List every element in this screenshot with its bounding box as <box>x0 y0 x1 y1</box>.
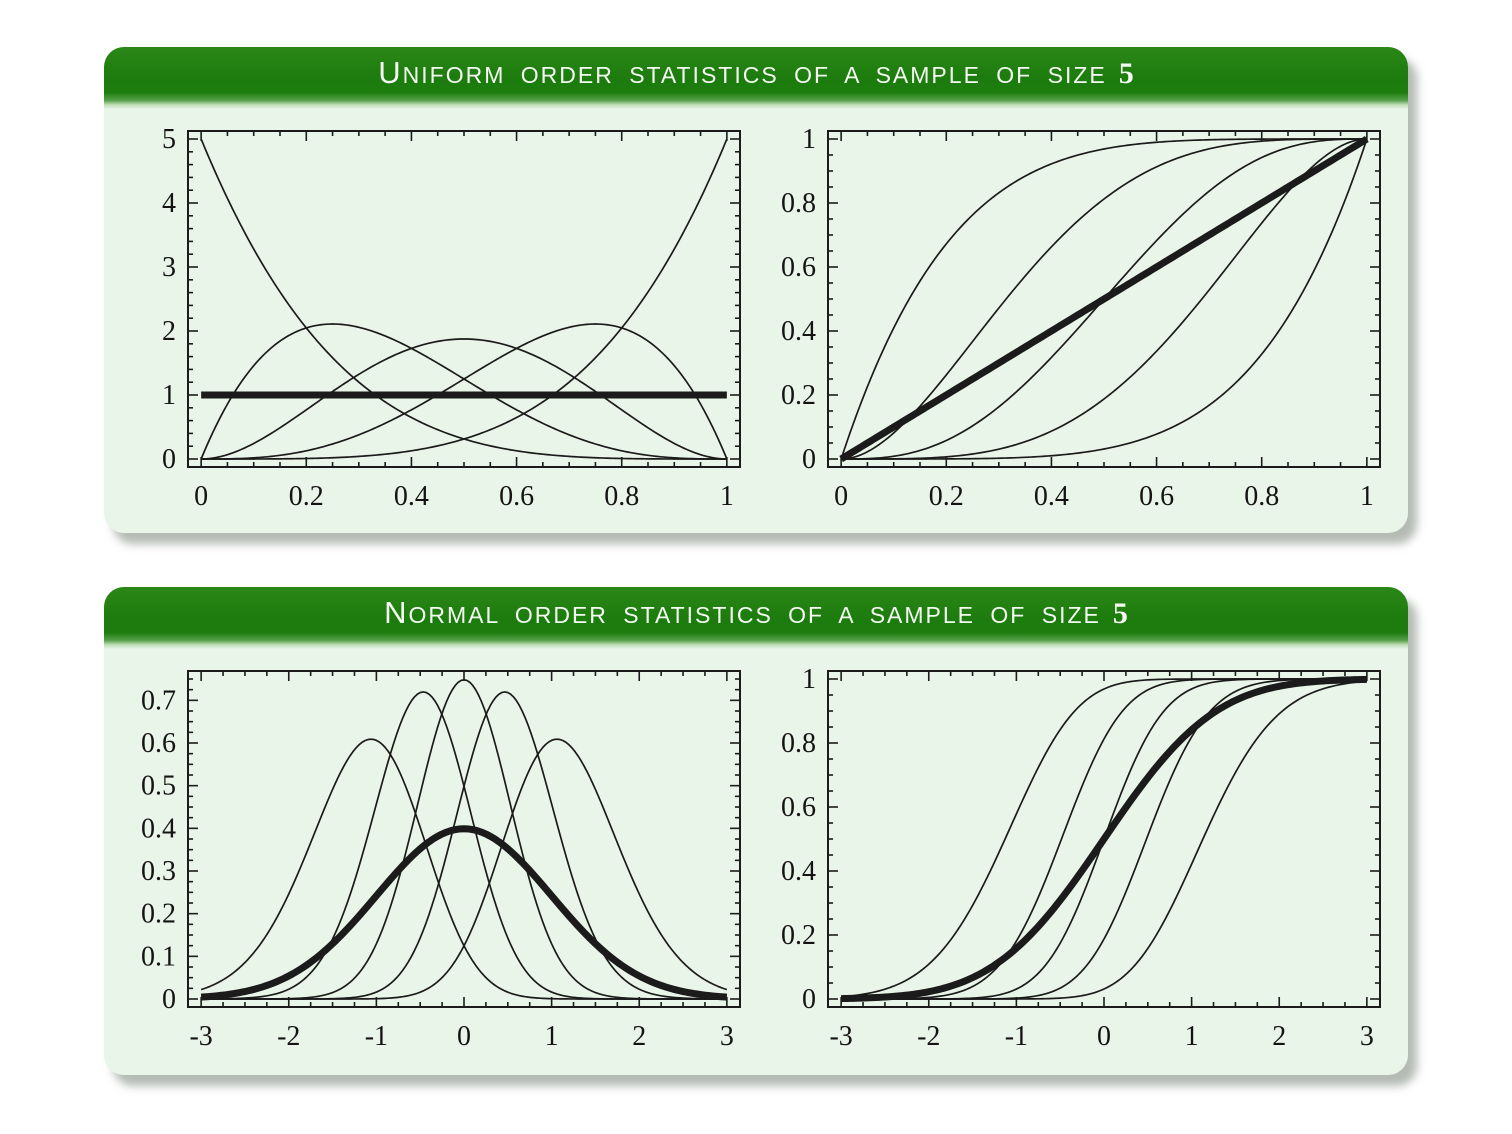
svg-text:0.7: 0.7 <box>141 685 176 716</box>
svg-text:0.2: 0.2 <box>141 899 176 930</box>
uniform-panel-header: UNIFORM ORDER STATISTICS OF A SAMPLE OF … <box>104 47 1408 109</box>
title-sample-size: 5 <box>1118 56 1134 90</box>
svg-text:2: 2 <box>632 1021 646 1052</box>
svg-text:0.4: 0.4 <box>781 316 816 347</box>
svg-text:5: 5 <box>162 124 176 155</box>
title-lead-letter: N <box>384 594 409 630</box>
title-sample-size: 5 <box>1112 596 1128 630</box>
normal-panel: NORMAL ORDER STATISTICS OF A SAMPLE OF S… <box>104 587 1408 1075</box>
svg-text:1: 1 <box>1360 481 1374 512</box>
svg-text:0.2: 0.2 <box>781 380 816 411</box>
svg-text:-2: -2 <box>917 1021 940 1052</box>
normal-panel-body: -3 -2 -1 0 1 2 3 0 0.1 0.2 0.3 0.4 0.5 0.6 0.7 -3 -2 -1 0… <box>104 649 1408 1059</box>
title-body-text: NIFORM ORDER STATISTICS OF A SAMPLE OF S… <box>402 61 1107 88</box>
svg-text:0: 0 <box>834 481 848 512</box>
svg-text:0.8: 0.8 <box>781 188 816 219</box>
svg-text:-3: -3 <box>829 1021 852 1052</box>
svg-text:0.3: 0.3 <box>141 856 176 887</box>
svg-text:0: 0 <box>1097 1021 1111 1052</box>
title-body-text: ORMAL ORDER STATISTICS OF A SAMPLE OF SI… <box>408 601 1101 628</box>
svg-text:0: 0 <box>162 444 176 475</box>
svg-text:3: 3 <box>720 1021 734 1052</box>
normal-panel-title: NORMAL ORDER STATISTICS OF A SAMPLE OF S… <box>384 594 1128 643</box>
uniform-panel: UNIFORM ORDER STATISTICS OF A SAMPLE OF … <box>104 47 1408 533</box>
normal-cdf-chart: -3 -2 -1 0 1 2 3 0 0.2 0.4 0.6 0.8 1 <box>781 664 1381 1052</box>
svg-text:3: 3 <box>1360 1021 1374 1052</box>
svg-text:-1: -1 <box>1005 1021 1028 1052</box>
svg-text:-2: -2 <box>277 1021 300 1052</box>
svg-text:-1: -1 <box>365 1021 388 1052</box>
uniform-cdf-chart: 0 0.2 0.4 0.6 0.8 1 0 0.2 0.4 0.6 0.8 1 <box>781 124 1381 512</box>
svg-text:0.5: 0.5 <box>141 771 176 802</box>
svg-text:0: 0 <box>194 481 208 512</box>
svg-text:0.4: 0.4 <box>781 856 816 887</box>
uniform-panel-title: UNIFORM ORDER STATISTICS OF A SAMPLE OF … <box>378 54 1134 103</box>
svg-text:0.6: 0.6 <box>499 481 534 512</box>
normal-panel-header: NORMAL ORDER STATISTICS OF A SAMPLE OF S… <box>104 587 1408 649</box>
svg-text:0.4: 0.4 <box>141 813 176 844</box>
svg-text:0.8: 0.8 <box>604 481 639 512</box>
svg-text:4: 4 <box>162 188 176 219</box>
uniform-pdf-chart: 0 0.2 0.4 0.6 0.8 1 0 1 2 3 4 5 <box>162 124 741 512</box>
svg-text:0.8: 0.8 <box>781 728 816 759</box>
svg-text:-3: -3 <box>189 1021 212 1052</box>
svg-text:0.6: 0.6 <box>1139 481 1174 512</box>
svg-text:3: 3 <box>162 252 176 283</box>
svg-text:0.8: 0.8 <box>1244 481 1279 512</box>
svg-text:1: 1 <box>802 664 816 695</box>
svg-text:1: 1 <box>162 380 176 411</box>
svg-text:0.2: 0.2 <box>289 481 324 512</box>
svg-text:1: 1 <box>720 481 734 512</box>
normal-pdf-chart: -3 -2 -1 0 1 2 3 0 0.1 0.2 0.3 0.4 0.5 0.6 0.7 <box>141 670 741 1052</box>
svg-text:0.6: 0.6 <box>141 728 176 759</box>
svg-text:0: 0 <box>457 1021 471 1052</box>
svg-text:2: 2 <box>1272 1021 1286 1052</box>
svg-text:0.1: 0.1 <box>141 941 176 972</box>
svg-text:0.2: 0.2 <box>781 920 816 951</box>
svg-text:1: 1 <box>545 1021 559 1052</box>
svg-text:0.2: 0.2 <box>929 481 964 512</box>
svg-text:0.4: 0.4 <box>394 481 429 512</box>
svg-text:0: 0 <box>162 984 176 1015</box>
svg-text:0.6: 0.6 <box>781 792 816 823</box>
svg-text:0: 0 <box>802 444 816 475</box>
svg-text:2: 2 <box>162 316 176 347</box>
svg-text:0.6: 0.6 <box>781 252 816 283</box>
svg-text:0: 0 <box>802 984 816 1015</box>
svg-text:1: 1 <box>802 124 816 155</box>
uniform-panel-body: 0 0.2 0.4 0.6 0.8 1 0 1 2 3 4 5 0 0.2 0.4 0.6 0.8 1 0 0.2 0… <box>104 109 1408 519</box>
title-lead-letter: U <box>378 54 403 90</box>
svg-text:1: 1 <box>1185 1021 1199 1052</box>
svg-text:0.4: 0.4 <box>1034 481 1069 512</box>
